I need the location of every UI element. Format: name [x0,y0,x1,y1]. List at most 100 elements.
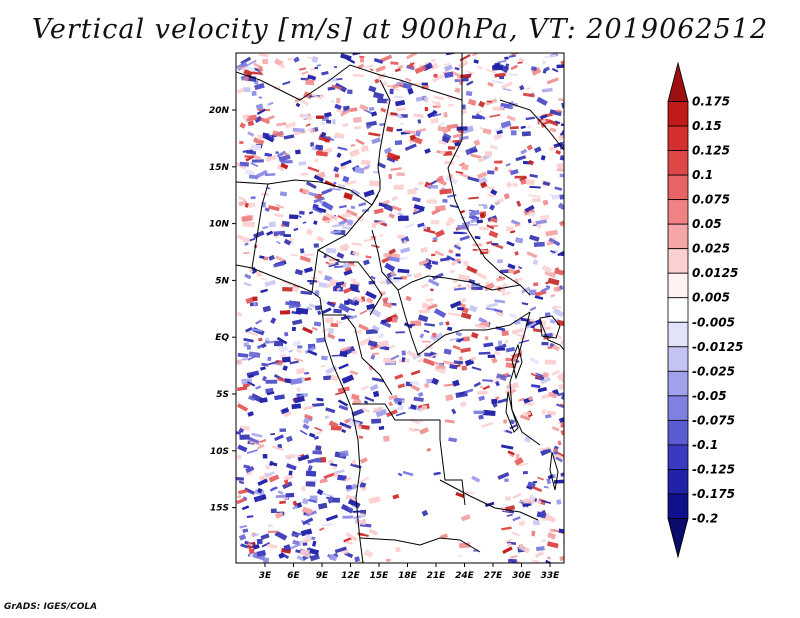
field-cell [554,186,563,191]
field-cell [285,301,296,306]
field-cell [515,560,525,563]
field-cell [266,230,274,236]
field-cell [484,151,492,157]
field-cell [239,161,249,167]
field-cell [483,282,495,292]
colorbar-segment [667,150,689,176]
field-cell [313,436,319,440]
field-cell [452,133,464,139]
field-cell [494,350,501,356]
field-cell [305,181,317,190]
field-cell [560,373,564,384]
field-cell [254,115,263,123]
border-sudan [447,53,521,286]
field-cell [255,385,262,390]
lon-tick-label: 24E [455,571,475,581]
field-cell [425,262,433,270]
field-cell [429,353,439,358]
field-cell [296,368,305,374]
field-cell [388,248,397,255]
field-cell [260,533,270,540]
field-cell [392,493,400,500]
field-cell [453,231,465,235]
field-cell [345,485,352,490]
border-car [371,229,531,296]
field-cell [359,457,368,464]
field-cell [237,495,242,499]
field-cell [278,154,291,162]
field-cell [501,330,509,337]
field-cell [529,356,540,365]
field-cell [478,351,491,355]
field-cell [284,332,289,337]
field-cell [303,512,307,516]
field-cell [546,556,552,560]
field-cell [357,532,369,538]
field-cell [264,340,269,344]
field-cell [427,111,436,119]
field-cell [553,305,562,309]
lon-tick-label: 15E [370,571,390,581]
field-cell [300,173,309,176]
field-cell [510,230,516,234]
field-cell [423,228,436,234]
field-cell [283,544,291,552]
field-cell [527,125,532,129]
field-cell [345,532,358,542]
field-cell [361,407,370,413]
field-cell [433,308,447,318]
field-cell [346,540,353,545]
field-cell [414,428,420,431]
field-cell [283,234,291,237]
field-cell [256,108,266,115]
field-cell [491,242,499,246]
field-cell [268,221,277,228]
field-cell [302,326,313,334]
map-title: Vertical velocity [m/s] at 900hPa, VT: 2… [31,14,769,45]
field-cell [236,431,241,435]
field-cell [458,59,469,69]
field-cell [476,171,488,179]
field-cell [365,123,372,130]
field-cell [311,94,323,100]
field-cell [537,498,547,506]
field-cell [451,408,457,415]
field-cell [334,469,345,475]
field-cell [315,144,324,151]
field-cell [518,339,530,344]
field-cell [325,247,337,254]
lat-tick-label: EQ [215,333,229,343]
field-cell [293,395,305,404]
field-cell [371,137,381,145]
field-cell [401,350,407,356]
field-cell [340,345,351,352]
field-cell [397,401,402,406]
field-cell [405,77,412,82]
field-cell [516,238,522,244]
field-cell [333,66,338,69]
field-cell [342,226,353,230]
field-cell [373,390,380,398]
field-cell [494,160,503,164]
field-cell [400,122,404,125]
field-cell [391,195,398,202]
field-cell [259,53,269,58]
field-cell [390,167,402,171]
field-cell [251,159,264,163]
field-cell [447,96,453,99]
field-cell [247,411,254,417]
field-cell [332,223,345,228]
field-cell [237,444,248,453]
field-cell [267,101,274,106]
field-cell [490,217,498,223]
field-cell [270,508,277,514]
field-cell [560,251,564,257]
field-cell [489,113,501,118]
colorbar-segment [667,125,689,151]
field-cell [371,324,380,332]
field-cell [240,56,252,65]
field-cell [316,235,325,243]
velocity-field [236,53,564,563]
field-cell [339,350,348,358]
field-cell [426,303,438,310]
